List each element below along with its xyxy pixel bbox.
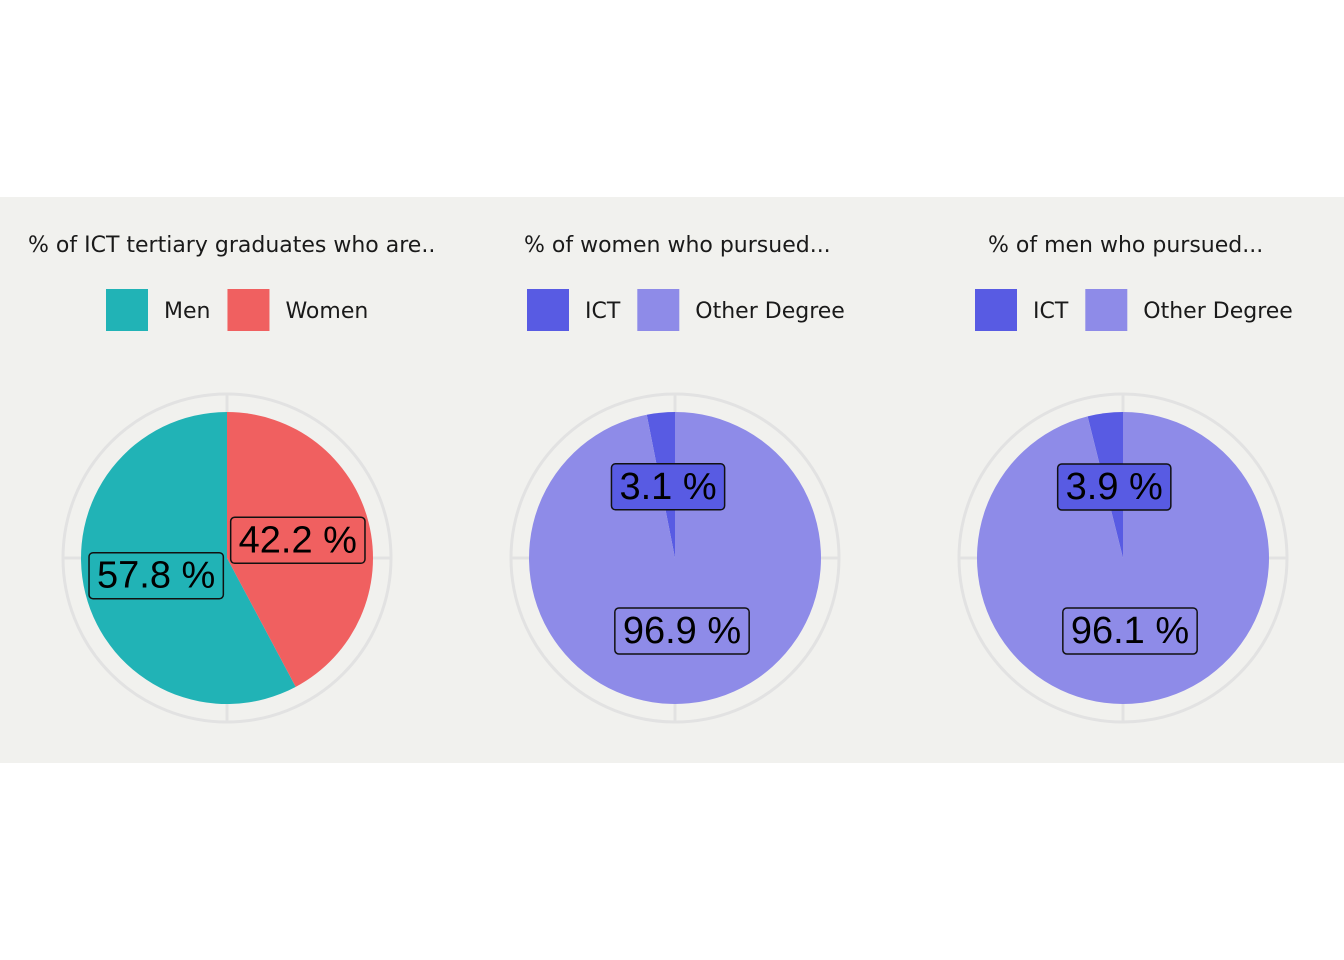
chart-2-data-label-box-other-degree [614,607,750,655]
chart-1-legend-label-men: Men [164,299,210,324]
chart-3-legend-label-ict: ICT [1033,299,1069,324]
chart-2-legend-label-other-degree: Other Degree [695,299,845,324]
chart-3-data-label-box-ict [1056,463,1172,511]
chart-1-data-label-men: 57.8 % [97,555,215,597]
chart-2-slice-other-degree [529,412,821,704]
chart-1-data-label-box-men [88,551,225,600]
chart-1-legend-key-men [106,289,148,331]
chart-1-legend-key-women [227,289,270,331]
chart-2-legend-key-other-degree [637,289,680,331]
chart-2-legend-title: % of women who pursued... [524,233,831,258]
chart-2-data-label-box-ict [610,463,726,511]
chart-3-legend-key-ict [975,289,1017,331]
chart-2-data-label-ict: 3.1 % [619,466,716,508]
chart-3-legend-title: % of men who pursued... [988,233,1263,258]
chart-3-data-label-box-other-degree [1062,607,1198,655]
chart-3-data-label-other-degree: 96.1 % [1071,610,1189,652]
chart-2-legend-key-ict [527,289,569,331]
chart-1-data-label-box-women [229,516,366,565]
chart-2-data-label-other-degree: 96.9 % [623,610,741,652]
chart-3-slice-other-degree [977,412,1270,704]
chart-1-data-label-women: 42.2 % [239,519,357,561]
chart-1-legend-title: % of ICT tertiary graduates who are.. [28,233,435,258]
chart-3-legend-key-other-degree [1085,289,1128,331]
chart-1-legend-label-women: Women [285,299,368,324]
chart-2-legend-label-ict: ICT [585,299,621,324]
chart-3-legend-label-other-degree: Other Degree [1143,299,1293,324]
chart-3-data-label-ict: 3.9 % [1066,466,1163,508]
